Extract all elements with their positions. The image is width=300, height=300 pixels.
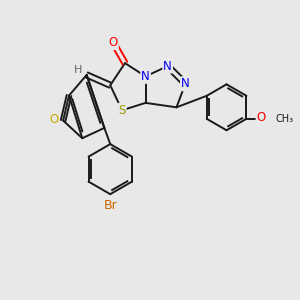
Text: S: S [118, 104, 126, 117]
Text: Br: Br [103, 199, 117, 212]
Text: N: N [181, 77, 190, 90]
Text: O: O [256, 111, 266, 124]
Text: CH₃: CH₃ [275, 114, 293, 124]
Text: O: O [109, 36, 118, 49]
Text: O: O [49, 112, 58, 126]
Text: H: H [74, 65, 83, 76]
Text: N: N [163, 60, 172, 73]
Text: N: N [141, 70, 150, 83]
